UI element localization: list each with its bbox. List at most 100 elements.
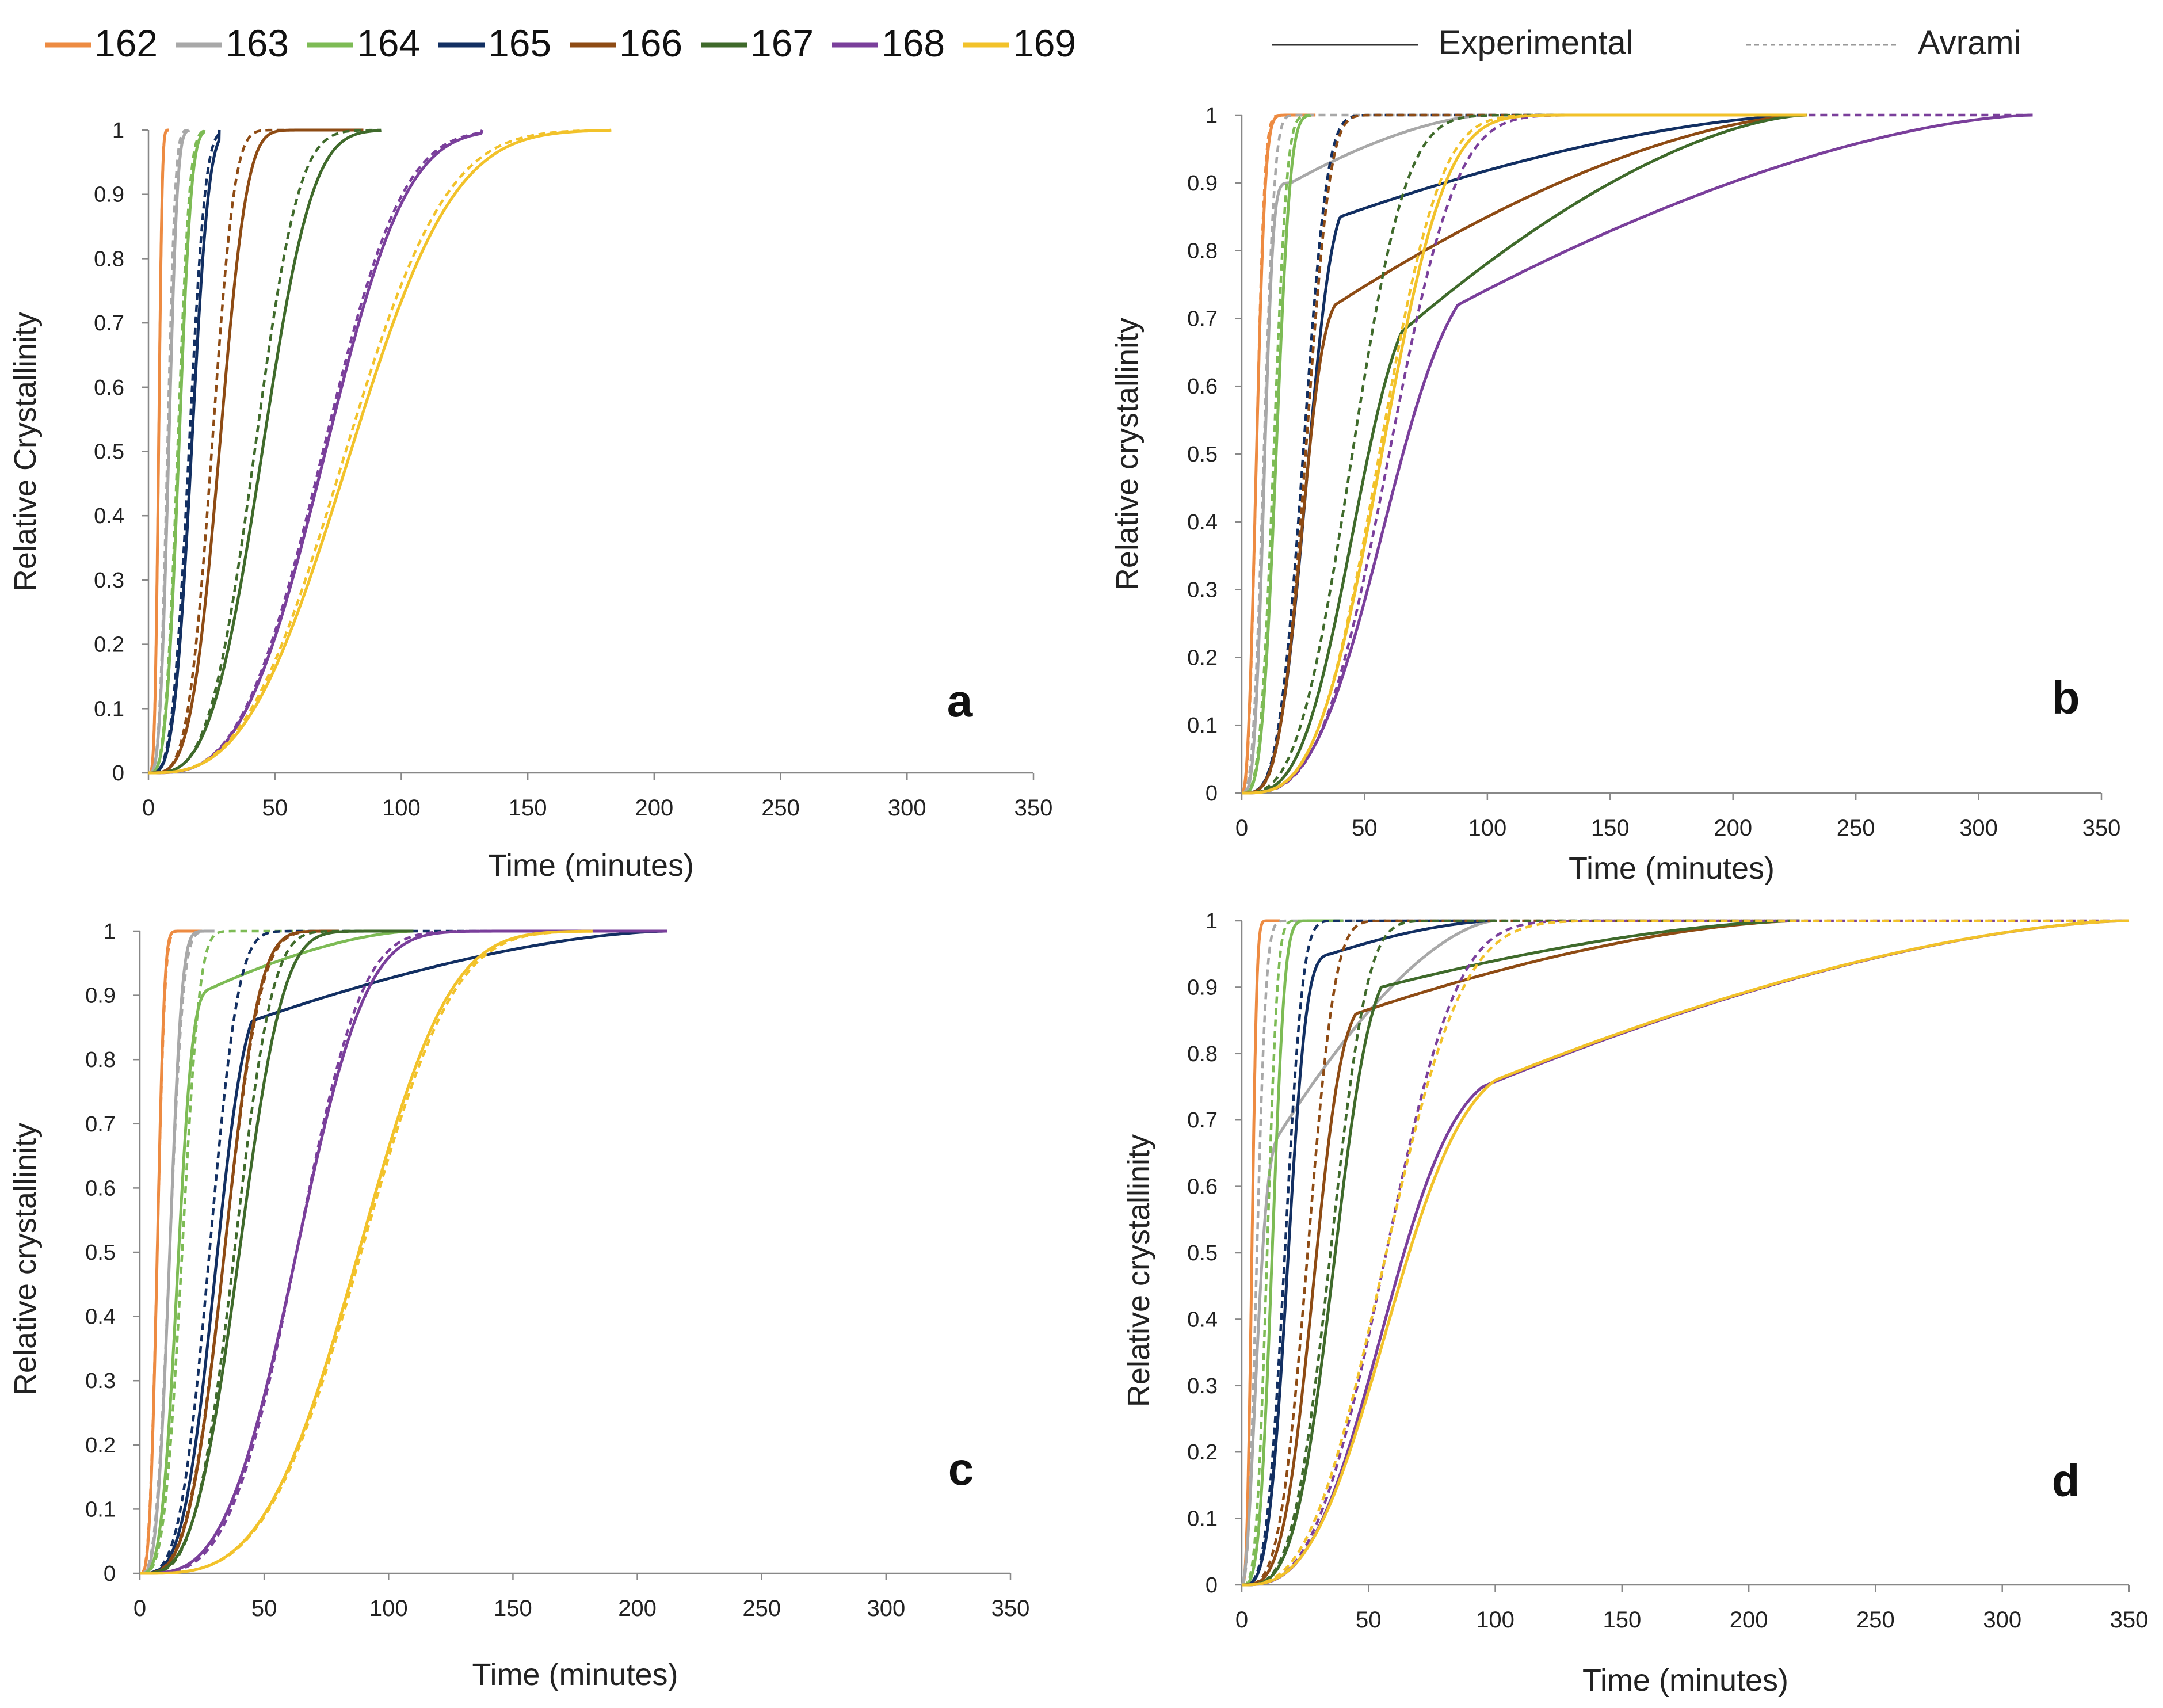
y-tick-label: 0.4 (1187, 510, 1218, 535)
x-tick-label: 300 (1959, 815, 1998, 841)
series-166-avrami-line (1242, 113, 1807, 795)
y-tick-label: 0.7 (94, 311, 124, 336)
y-tick-label: 0.2 (1187, 646, 1218, 670)
series-165-experimental-line (148, 129, 221, 775)
series-169-experimental-line (148, 128, 612, 775)
series-166-avrami-line (1242, 919, 1800, 1587)
legend-label-164: 164 (357, 22, 420, 64)
series-163-experimental-line (140, 929, 215, 1575)
temperature-legend: 162 163 164 165 166 167 168 169 (45, 22, 1076, 64)
series-169-experimental-line (1242, 113, 1807, 795)
series-165-avrami-line (1242, 919, 1496, 1587)
series-164-experimental-line (148, 129, 206, 775)
series-166-experimental-line (1242, 113, 1807, 795)
y-tick-label: 1 (1206, 909, 1218, 933)
panel-label: c (948, 1443, 974, 1494)
x-tick-label: 350 (2082, 815, 2121, 841)
x-axis-label: Time (minutes) (488, 848, 694, 883)
x-tick-label: 200 (635, 795, 673, 821)
x-tick-label: 0 (1235, 815, 1248, 841)
panel-label: b (2052, 672, 2080, 723)
y-tick-label: 0.9 (1187, 975, 1218, 1000)
y-tick-label: 1 (112, 119, 124, 143)
y-tick-label: 0.7 (1187, 1108, 1218, 1133)
y-tick-label: 0.5 (94, 440, 124, 464)
series-165-experimental-line (1242, 113, 1807, 795)
series-166-experimental-line (140, 929, 339, 1575)
y-tick-label: 0.2 (85, 1434, 116, 1458)
series-169-avrami-line (1242, 919, 2129, 1587)
x-tick-label: 250 (1837, 815, 1875, 841)
y-tick-label: 0 (112, 761, 124, 786)
x-tick-label: 300 (888, 795, 926, 821)
x-axis-label: Time (minutes) (1569, 851, 1775, 886)
y-tick-label: 0.8 (85, 1048, 116, 1072)
series-165-experimental-line (140, 929, 667, 1575)
x-tick-label: 150 (1603, 1607, 1641, 1633)
x-tick-label: 150 (494, 1596, 532, 1621)
y-tick-label: 0.5 (1187, 443, 1218, 467)
y-tick-label: 0 (1206, 781, 1218, 806)
x-tick-label: 0 (133, 1596, 146, 1621)
panel-label: d (2052, 1455, 2080, 1506)
series-164-experimental-line (140, 929, 414, 1575)
y-tick-label: 0.3 (85, 1369, 116, 1393)
x-tick-label: 100 (1476, 1607, 1515, 1633)
y-tick-label: 0.6 (1187, 1175, 1218, 1199)
y-tick-label: 0.6 (94, 376, 124, 400)
y-tick-label: 0.1 (1187, 1507, 1218, 1531)
series-168-avrami-line (1242, 919, 2129, 1587)
y-tick-label: 0.9 (85, 984, 116, 1008)
series-162-experimental-line (1241, 113, 1316, 795)
x-tick-label: 350 (2110, 1607, 2149, 1633)
x-tick-label: 150 (509, 795, 547, 821)
series-168-avrami-line (148, 129, 484, 775)
panel-a: 0 50 100 150 200 250 300 350 0 0.1 0.2 0.3 0.4 0.5 0.6… (8, 119, 1052, 883)
y-tick-label: 0.8 (1187, 1042, 1218, 1066)
y-tick-label: 0.1 (1187, 714, 1218, 738)
x-tick-label: 50 (1356, 1607, 1382, 1633)
y-tick-label: 0.9 (1187, 171, 1218, 196)
legend-label-165: 165 (488, 22, 551, 64)
series-165-avrami-line (1242, 113, 1807, 795)
panels: 0 50 100 150 200 250 300 35000.10.20.30.40.50.6… (8, 104, 2148, 1698)
series-167-experimental-line (148, 128, 382, 775)
legend-dashed-label: Avrami (1918, 24, 2021, 62)
x-tick-label: 250 (761, 795, 800, 821)
y-tick-label: 0.3 (1187, 1374, 1218, 1398)
y-tick-label: 0.5 (85, 1241, 116, 1265)
y-tick-label: 0 (1206, 1573, 1218, 1598)
y-tick-label: 0.2 (1187, 1440, 1218, 1465)
y-tick-label: 0.3 (94, 569, 124, 593)
legend-label-168: 168 (882, 22, 945, 64)
legend-label-162: 162 (94, 22, 158, 64)
series-163-experimental-line (148, 129, 190, 775)
series-162-experimental-line (148, 128, 170, 775)
y-tick-label: 0.6 (1187, 375, 1218, 399)
legend-label-167: 167 (750, 22, 814, 64)
y-tick-label: 0.8 (94, 247, 124, 271)
y-tick-label: 0.4 (94, 504, 124, 528)
series-167-experimental-line (1242, 113, 1807, 795)
y-tick-label: 0.4 (85, 1305, 116, 1329)
panel-d: 0 50 100 150 200 250 300 350 0 0.1 0.2 0.3 0.4 0.5 0.6… (1121, 909, 2148, 1698)
series-169-experimental-line (1242, 919, 2130, 1587)
series-165-experimental-line (1242, 919, 1496, 1587)
x-tick-label: 100 (369, 1596, 408, 1621)
x-tick-label: 300 (867, 1596, 905, 1621)
series-169-experimental-line (140, 929, 593, 1575)
series-168-experimental-line (148, 129, 484, 775)
y-axis-label: Relative crystallinity (8, 1123, 43, 1396)
series-162-experimental-line (140, 929, 203, 1575)
y-tick-label: 0.1 (85, 1497, 116, 1522)
series-167-avrami-line (1242, 919, 1800, 1587)
series-168-experimental-line (1242, 113, 2033, 795)
y-tick-label: 0.8 (1187, 239, 1218, 264)
series-167-experimental-line (1242, 919, 1800, 1587)
y-tick-label: 0.1 (94, 697, 124, 721)
x-tick-label: 100 (1468, 815, 1506, 841)
series-163-experimental-line (1240, 919, 1496, 1586)
x-tick-label: 0 (142, 795, 155, 821)
y-tick-label: 0.9 (94, 183, 124, 207)
